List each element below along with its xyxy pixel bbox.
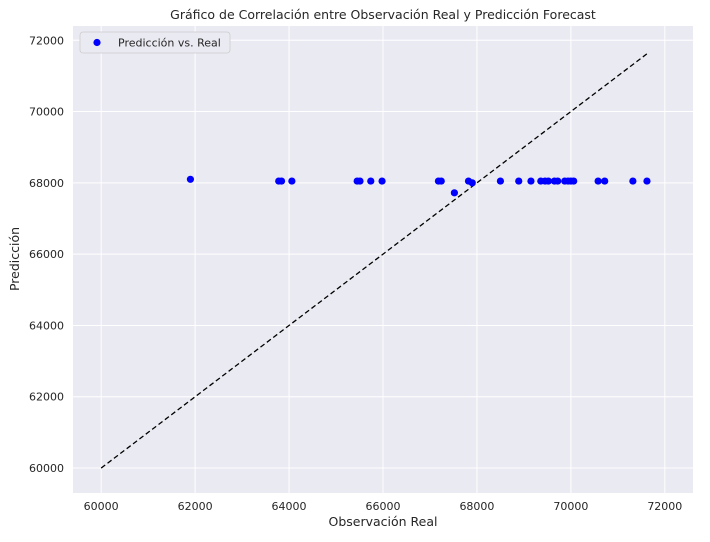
x-axis-label: Observación Real [328, 514, 437, 529]
y-tick-label: 60000 [29, 462, 64, 475]
legend-box [79, 31, 231, 54]
x-tick-label: 62000 [178, 500, 213, 513]
data-point [594, 177, 602, 185]
data-point [450, 189, 458, 197]
x-tick-label: 60000 [84, 500, 119, 513]
x-tick-label: 66000 [366, 500, 401, 513]
y-tick-labels: 60000 62000 64000 66000 68000 70000 72000 [29, 34, 64, 475]
data-point [186, 175, 195, 183]
y-tick-label: 72000 [29, 34, 64, 47]
x-tick-label: 72000 [647, 500, 682, 513]
data-point [544, 177, 552, 185]
legend-label: Predicción vs. Real [118, 37, 221, 50]
data-point [554, 177, 562, 185]
chart-title: Gráfico de Correlación entre Observación… [170, 7, 596, 22]
x-tick-label: 70000 [553, 500, 588, 513]
y-tick-label: 70000 [29, 106, 64, 119]
data-point [378, 177, 386, 185]
data-point [643, 177, 651, 185]
y-axis-label: Predicción [7, 227, 22, 291]
data-point [468, 179, 476, 187]
data-point [356, 177, 364, 185]
legend: Predicción vs. Real [79, 31, 231, 54]
data-point [496, 177, 505, 185]
data-point [515, 177, 523, 185]
reference-line-layer [100, 53, 648, 469]
y-tick-label: 66000 [29, 248, 64, 261]
x-tick-label: 68000 [459, 500, 494, 513]
data-point [277, 177, 286, 185]
data-point [601, 177, 609, 185]
y-tick-label: 68000 [29, 177, 64, 190]
data-point [629, 177, 637, 185]
x-tick-labels: 60000 62000 64000 66000 68000 70000 72000 [84, 500, 683, 513]
y-tick-label: 62000 [29, 391, 64, 404]
y-tick-label: 64000 [29, 319, 64, 332]
x-tick-label: 64000 [272, 500, 307, 513]
data-point [288, 177, 296, 185]
data-point [570, 177, 578, 185]
reference-line [100, 53, 648, 469]
data-point [367, 177, 375, 185]
legend-marker [93, 38, 101, 47]
data-points [186, 175, 651, 197]
data-point [437, 177, 445, 185]
data-point [527, 177, 535, 185]
